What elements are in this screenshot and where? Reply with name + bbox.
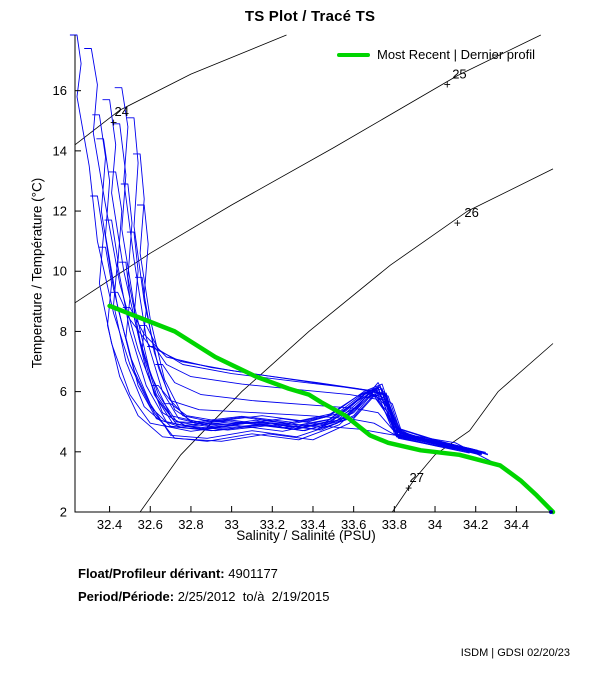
most-recent-line-swatch: [337, 52, 370, 57]
period-value: 2/25/2012 to/à 2/19/2015: [174, 589, 330, 604]
x-tick-label: 33.4: [300, 517, 325, 532]
y-tick-label: 16: [53, 83, 67, 98]
legend-label: Most Recent | Dernier profil: [377, 47, 535, 62]
y-tick-label: 14: [53, 143, 67, 158]
y-tick-label: 6: [60, 384, 67, 399]
historical-profile-line: [163, 403, 482, 456]
y-tick-label: 2: [60, 505, 67, 520]
density-contour-label: 27: [409, 470, 423, 485]
most-recent-profile-line: [107, 303, 556, 515]
historical-profile-line: [137, 204, 487, 453]
page-title: TS Plot / Tracé TS: [244, 8, 376, 25]
historical-profile-line: [122, 306, 484, 454]
historical-profile-line: [112, 123, 497, 465]
density-contour-line: [74, 34, 541, 304]
footer: Float/Profileur dérivant: 4901177 Period…: [78, 566, 330, 612]
float-id-label: Float/Profileur dérivant:: [78, 566, 225, 581]
historical-profile-line: [151, 385, 476, 454]
historical-profile-line: [126, 117, 478, 451]
x-tick-label: 32.4: [97, 517, 122, 532]
credit-line: ISDM | GDSI 02/20/23: [460, 647, 570, 659]
float-id-row: Float/Profileur dérivant: 4901177: [78, 566, 330, 581]
x-tick-label: 33.2: [260, 517, 285, 532]
y-tick-label: 4: [60, 444, 67, 459]
x-tick-label: 34.4: [504, 517, 529, 532]
x-tick-label: 32.6: [138, 517, 163, 532]
density-contour-label: 26: [464, 205, 478, 220]
float-id-value: 4901177: [224, 566, 278, 581]
density-contour-marker: +: [405, 481, 412, 495]
density-contour-line: [74, 34, 287, 146]
historical-profile-line: [114, 87, 476, 453]
y-tick-label: 10: [53, 264, 67, 279]
historical-profile-line: [139, 324, 478, 452]
y-axis-label: Temperature / Température (°C): [29, 177, 45, 369]
x-tick-label: 33: [224, 517, 238, 532]
y-tick-label: 12: [53, 204, 67, 219]
density-contour-marker: +: [444, 78, 451, 92]
x-tick-label: 34: [428, 517, 442, 532]
historical-profile-line: [108, 171, 480, 456]
y-tick-label: 8: [60, 324, 67, 339]
historical-profile-line: [90, 195, 478, 455]
x-tick-label: 33.8: [382, 517, 407, 532]
x-tick-label: 32.8: [178, 517, 203, 532]
period-row: Period/Période: 2/25/2012 to/à 2/19/2015: [78, 589, 330, 604]
x-tick-label: 34.2: [463, 517, 488, 532]
period-label: Period/Période:: [78, 589, 175, 604]
density-contour-label: 25: [452, 67, 466, 82]
density-contour-label: 24: [115, 104, 129, 119]
density-contour-line: [391, 343, 554, 513]
density-contour-marker: +: [110, 115, 117, 129]
density-contour-line: [139, 168, 554, 513]
legend: Most Recent | Dernier profil: [337, 47, 535, 62]
x-tick-label: 33.6: [341, 517, 366, 532]
historical-profile-line: [104, 219, 472, 453]
x-axis-label: Salinity / Salinité (PSU): [236, 528, 376, 543]
historical-profile-line: [155, 364, 474, 452]
historical-profile-line: [133, 153, 484, 454]
axes-lines: [74, 35, 553, 513]
historical-profile-line: [96, 138, 474, 453]
density-contour-marker: +: [454, 216, 461, 230]
